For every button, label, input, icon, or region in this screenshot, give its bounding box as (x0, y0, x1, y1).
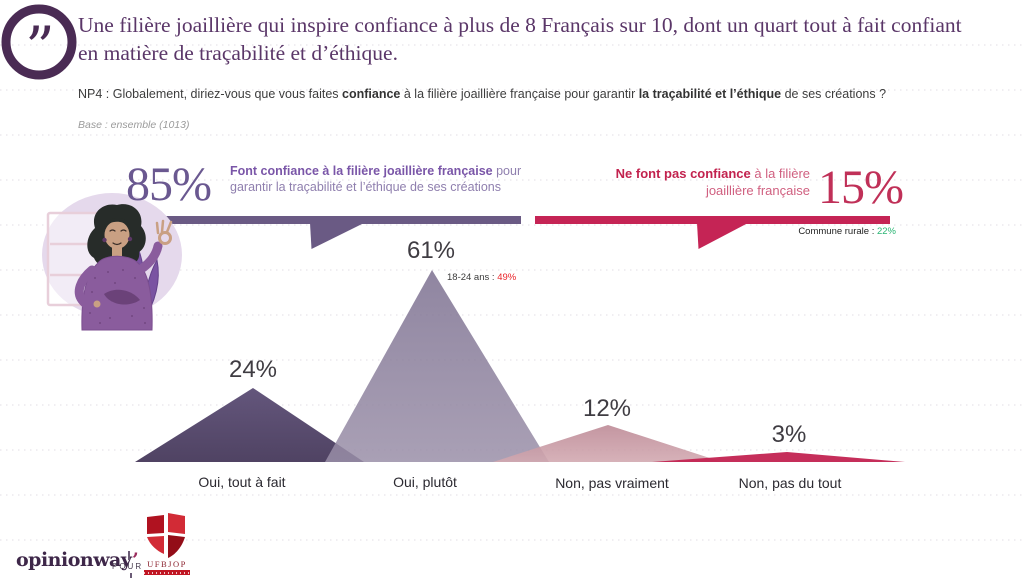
earring-left (102, 237, 107, 243)
mountain-oui-tout-a-fait (135, 388, 364, 462)
opinionway-logo-mark: ’ (132, 549, 139, 571)
pour-tick-bottom (130, 573, 132, 578)
mountain-non-pas-vraiment (493, 425, 722, 462)
woman (74, 204, 173, 331)
quote-icon: ” (1, 4, 77, 80)
question-text: NP4 : Globalement, diriez-vous que vous … (78, 85, 890, 104)
page-title: Une filière joaillière qui inspire confi… (78, 13, 962, 65)
age-annotation: 18-24 ans : 49% (447, 272, 516, 283)
distrust-description-lead: Ne font pas confiance (615, 166, 751, 181)
ufbjop-shield-icon (147, 513, 185, 558)
opinionway-logo: opinionway’ (16, 549, 139, 571)
sample-base-note: Base : ensemble (1013) (78, 119, 190, 131)
distrust-description-rest: à la filière joaillière française (705, 166, 810, 198)
age-annotation-value: 49% (497, 272, 517, 283)
category-non-pas-vraiment: Non, pas vraiment (555, 475, 669, 491)
svg-text:”: ” (25, 14, 55, 80)
fringe (104, 217, 130, 227)
pour-label: POUR (112, 562, 144, 571)
face (104, 221, 130, 249)
question-pre: NP4 : Globalement, diriez-vous que vous … (78, 87, 343, 101)
mountain-non-pas-du-tout (652, 452, 905, 462)
distrust-description: Ne font pas confiance à la filière joail… (580, 166, 810, 200)
dress-dots (89, 269, 146, 324)
value-label-non-pas-vraiment: 12% (582, 395, 632, 422)
question-bold-confiance: confiance (342, 87, 401, 101)
question-post: de ses créations ? (781, 87, 887, 101)
category-oui-tout-a-fait: Oui, tout à fait (198, 474, 286, 490)
question-mid: à la filière joaillière française pour g… (400, 87, 639, 101)
ufbjop-tagline-bar (144, 570, 190, 575)
hand-on-hip (93, 300, 101, 308)
trust-description-lead: Font confiance à la filière joaillière f… (230, 164, 493, 178)
value-label-oui-tout-a-fait: 24% (228, 356, 278, 383)
neck (112, 246, 122, 257)
rural-note-value: 22% (876, 226, 896, 237)
category-non-pas-du-tout: Non, pas du tout (738, 475, 842, 491)
trust-banner (136, 216, 521, 249)
category-oui-plutot: Oui, plutôt (393, 474, 457, 490)
pour-tick-top (128, 551, 130, 560)
raised-arm (131, 241, 163, 277)
trust-description-rest: pour garantir la traçabilité et l’éthiqu… (230, 164, 522, 195)
distrust-percentage: 15% (818, 161, 904, 214)
value-label-oui-plutot: 61% (406, 237, 456, 264)
rural-note: Commune rurale : 22% (778, 226, 896, 237)
rural-note-label: Commune rurale : (798, 226, 875, 237)
question-bold-tracabilite: la traçabilité et l’éthique (638, 87, 782, 101)
dotted-gridlines (0, 44, 1024, 541)
arm-on-hip (74, 265, 103, 311)
dress-swoosh (104, 289, 140, 305)
age-annotation-label: 18-24 ans : (447, 272, 495, 283)
ufbjop-wordmark: UFBJOP (147, 559, 187, 569)
mountain-shapes (135, 270, 905, 462)
distrust-banner (535, 216, 890, 249)
opinionway-wordmark: opinionway (16, 549, 133, 571)
face-features (109, 229, 127, 246)
ok-hand-gesture (155, 219, 173, 245)
trust-description: Font confiance à la filière joaillière f… (230, 163, 532, 196)
earring-right (127, 236, 133, 242)
mountain-oui-plutot (325, 270, 549, 462)
woman-ok-illustration (42, 193, 182, 331)
value-label-non-pas-du-tout: 3% (771, 421, 807, 448)
trust-percentage: 85% (126, 158, 212, 211)
